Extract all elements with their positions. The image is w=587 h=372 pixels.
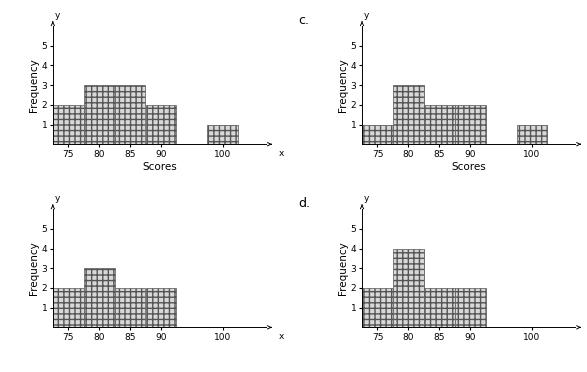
- Bar: [114, 85, 146, 144]
- Y-axis label: Frequency: Frequency: [29, 58, 39, 112]
- Bar: [393, 85, 424, 144]
- Bar: [455, 288, 485, 327]
- Text: x: x: [279, 332, 284, 341]
- Bar: [207, 125, 238, 144]
- Bar: [362, 125, 393, 144]
- Bar: [393, 248, 424, 327]
- Text: x: x: [279, 149, 284, 158]
- Bar: [53, 288, 84, 327]
- Bar: [146, 105, 176, 144]
- Bar: [517, 125, 548, 144]
- Bar: [84, 85, 114, 144]
- Bar: [424, 288, 455, 327]
- Bar: [114, 288, 146, 327]
- Bar: [53, 105, 84, 144]
- Text: y: y: [364, 11, 370, 20]
- Text: b.: b.: [0, 198, 1, 211]
- Text: d.: d.: [298, 198, 310, 211]
- Bar: [146, 288, 176, 327]
- X-axis label: Scores: Scores: [451, 161, 486, 171]
- X-axis label: Scores: Scores: [142, 161, 177, 171]
- Y-axis label: Frequency: Frequency: [338, 241, 348, 295]
- Text: a.: a.: [0, 14, 1, 27]
- Text: y: y: [364, 194, 370, 203]
- Text: y: y: [55, 11, 60, 20]
- Text: c.: c.: [298, 14, 309, 27]
- Y-axis label: Frequency: Frequency: [338, 58, 348, 112]
- Bar: [424, 105, 455, 144]
- Y-axis label: Frequency: Frequency: [29, 241, 39, 295]
- Bar: [84, 268, 114, 327]
- Bar: [455, 105, 485, 144]
- Text: y: y: [55, 194, 60, 203]
- Bar: [362, 288, 393, 327]
